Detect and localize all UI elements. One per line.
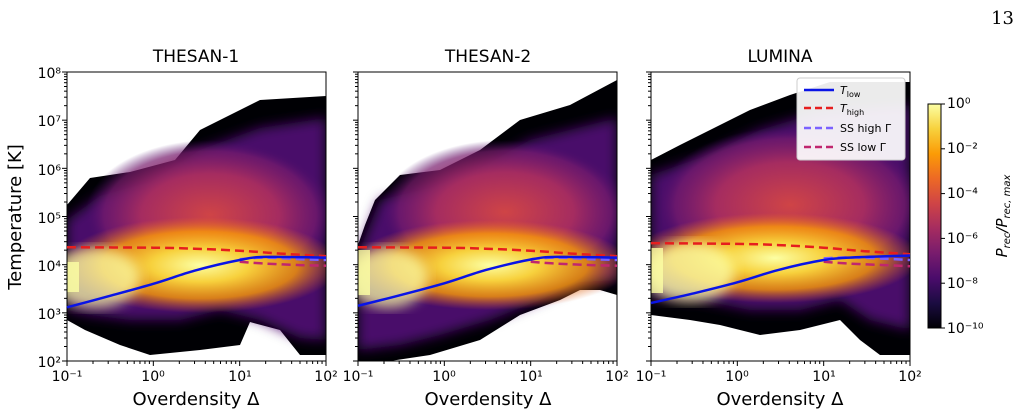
t-high-curve: [357, 245, 618, 258]
y-tick-label: 10⁸: [38, 66, 62, 82]
colorbar-tick-label: 10⁻⁶: [947, 231, 978, 247]
legend-label: SS high Γ: [840, 122, 892, 135]
x-tick-label: 10⁰: [725, 369, 749, 385]
heatmap: [67, 96, 326, 355]
axis-ticks: [62, 71, 911, 366]
y-tick-label: 10⁴: [38, 259, 62, 275]
y-tick-label: 10⁷: [38, 114, 61, 130]
x-tick-label: 10⁰: [141, 369, 165, 385]
t-low-curve: [357, 255, 618, 308]
x-tick-label: 10¹: [228, 369, 251, 385]
x-tick-label: 10¹: [812, 369, 835, 385]
x-tick-label: 10⁻¹: [52, 369, 83, 385]
ss-high-curve: [239, 256, 327, 262]
t-high-curve: [650, 241, 911, 256]
legend-box: [796, 77, 906, 161]
t-low-curve: [66, 255, 327, 309]
legend-label: Tlow: [840, 84, 861, 99]
panel-thesan-2: THESAN-2: [357, 47, 618, 362]
colorbar-tick-label: 10⁻²: [947, 141, 978, 157]
panel-title: THESAN-1: [152, 47, 239, 67]
legend-entry-ss-low: SS low Γ: [804, 141, 887, 154]
legend: Tlow Thigh SS high Γ SS low Γ: [796, 77, 906, 161]
ss-low-curve: [530, 260, 618, 267]
x-tick-label: 10²: [314, 369, 337, 385]
colorbar-tick-label: 10⁻⁸: [947, 276, 978, 292]
colorbar-tick-label: 10⁻⁴: [947, 186, 978, 202]
colorbar-tick-label: 10⁰: [947, 96, 971, 112]
legend-entry-ss-high: SS high Γ: [804, 122, 892, 135]
legend-entry-t-low: Tlow: [804, 84, 861, 99]
x-tick-label: 10²: [898, 369, 921, 385]
x-tick-label: 10¹: [519, 369, 542, 385]
ss-low-curve: [823, 260, 911, 268]
x-axis-label: Overdensity Δ: [716, 389, 844, 410]
ss-high-curve: [530, 256, 618, 262]
y-axis-label: Temperature [K]: [5, 144, 26, 291]
y-tick-labels: 10⁸ 10⁷ 10⁶ 10⁵ 10⁴ 10³ 10²: [38, 66, 62, 371]
t-high-curve: [66, 245, 327, 258]
panel-title: THESAN-2: [444, 47, 531, 67]
x-tick-label: 10⁰: [432, 369, 456, 385]
panel-title: LUMINA: [747, 47, 812, 67]
x-tick-labels: 10⁻¹ 10⁰ 10¹ 10² 10⁻¹ 10⁰ 10¹ 10² 10⁻¹ 1…: [52, 369, 922, 385]
y-tick-label: 10⁵: [38, 211, 61, 227]
page-number: 13: [991, 8, 1014, 29]
x-tick-label: 10²: [605, 369, 628, 385]
heatmap: [358, 80, 617, 361]
panel-thesan-1: THESAN-1: [66, 47, 327, 362]
colorbar-tick-label: 10⁻¹⁰: [947, 321, 984, 337]
x-axis-label: Overdensity Δ: [424, 389, 552, 410]
y-tick-label: 10³: [38, 307, 61, 323]
colorbar-gradient: [927, 103, 942, 329]
x-tick-label: 10⁻¹: [636, 369, 667, 385]
x-axis-label: Overdensity Δ: [132, 389, 260, 410]
colorbar-label: Prec/Prec, max: [993, 175, 1013, 258]
legend-label: Thigh: [840, 102, 864, 117]
colorbar: 10⁰ 10⁻² 10⁻⁴ 10⁻⁶ 10⁻⁸ 10⁻¹⁰ Prec/Prec,…: [927, 96, 1013, 337]
x-tick-label: 10⁻¹: [343, 369, 374, 385]
t-low-curve: [650, 254, 911, 305]
y-tick-label: 10²: [38, 355, 61, 371]
legend-entry-t-high: Thigh: [804, 102, 864, 117]
ss-low-curve: [239, 260, 327, 267]
y-tick-label: 10⁶: [38, 163, 62, 179]
legend-label: SS low Γ: [840, 141, 887, 154]
